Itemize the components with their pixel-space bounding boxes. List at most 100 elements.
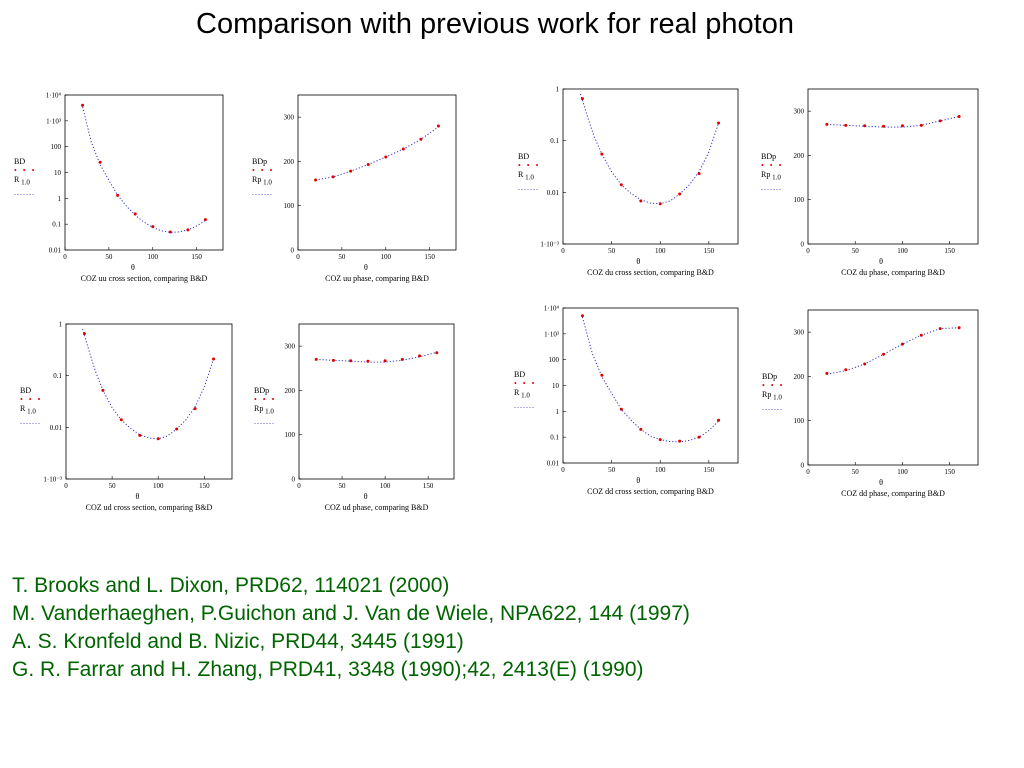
legend-curve-subscript: 1.0 xyxy=(261,178,272,187)
data-point xyxy=(717,418,721,422)
x-axis-label: θ xyxy=(879,257,883,266)
data-point xyxy=(844,368,848,372)
data-point xyxy=(168,230,172,234)
chart-legend: BD • • • R 1.0....... xyxy=(14,157,36,197)
x-tick-label: 150 xyxy=(423,482,434,490)
data-point xyxy=(658,438,662,442)
legend-curve-marker: ....... xyxy=(252,187,273,197)
x-axis-label: θ xyxy=(364,263,368,272)
data-point xyxy=(844,123,848,127)
legend-curve-name: Rp xyxy=(761,170,771,179)
data-point xyxy=(678,192,682,196)
y-tick-label: 0 xyxy=(291,247,295,255)
y-tick-label: 200 xyxy=(285,387,296,395)
data-point xyxy=(133,212,137,216)
legend-points-marker: • • • xyxy=(252,166,275,175)
chart-3: 0 50 100 150 1·10⁻³ 0.01 0.1 1 θ COZ du cross sec… xyxy=(540,86,739,277)
x-tick-label: 150 xyxy=(944,247,955,255)
data-point xyxy=(401,147,405,151)
x-axis-label: θ xyxy=(131,263,135,272)
legend-curve-marker: ....... xyxy=(20,416,41,426)
legend-curve-label: R 1.0 xyxy=(20,404,42,417)
y-tick-label: 100 xyxy=(549,356,560,364)
legend-curve-name: R xyxy=(14,175,20,184)
chart-8: 0 50 100 150 0 100 200 300 θ COZ dd phase, compar… xyxy=(794,309,979,498)
legend-curve-label: R 1.0 xyxy=(514,388,536,401)
legend-points-marker: • • • xyxy=(518,161,541,170)
x-tick-label: 0 xyxy=(64,482,68,490)
plot-frame xyxy=(297,94,457,251)
legend-points-marker: • • • xyxy=(762,381,785,390)
x-axis-label: θ xyxy=(135,492,139,501)
y-tick-label: 0.1 xyxy=(550,434,559,442)
y-tick-label: 1·10³ xyxy=(46,117,61,125)
legend-points-marker: • • • xyxy=(20,395,43,404)
legend-points-label: BD xyxy=(14,157,26,166)
data-point xyxy=(863,124,867,128)
x-tick-label: 100 xyxy=(381,253,392,261)
data-point xyxy=(436,124,440,128)
legend-curve-subscript: 1.0 xyxy=(263,407,274,416)
data-point xyxy=(580,97,584,101)
data-point xyxy=(101,388,105,392)
y-tick-label: 100 xyxy=(794,417,805,425)
curve-series-line xyxy=(315,126,439,181)
chart-legend: BD • • • R 1.0....... xyxy=(20,386,42,426)
data-point xyxy=(697,435,701,439)
chart-2: 0 50 100 150 0 100 200 300 θ COZ uu phase, compar… xyxy=(284,94,457,283)
legend-curve-subscript: 1.0 xyxy=(523,173,534,182)
x-axis-label: θ xyxy=(636,257,640,266)
legend-curve-marker: ....... xyxy=(761,182,782,192)
x-axis-label: θ xyxy=(364,492,368,501)
y-tick-label: 0.01 xyxy=(547,189,560,197)
data-point xyxy=(212,357,216,361)
data-point xyxy=(400,357,404,361)
y-tick-label: 200 xyxy=(794,373,805,381)
data-point xyxy=(366,359,370,363)
x-tick-label: 0 xyxy=(561,247,565,255)
legend-curve-marker: ....... xyxy=(14,187,35,197)
legend-points-label: BD xyxy=(20,386,32,395)
data-point xyxy=(678,439,682,443)
curve-series-line xyxy=(82,328,215,440)
plot-frame xyxy=(562,88,739,245)
data-point xyxy=(639,427,643,431)
y-tick-label: 1 xyxy=(58,195,62,203)
data-point xyxy=(882,352,886,356)
data-point xyxy=(418,354,422,358)
data-point xyxy=(314,357,318,361)
legend-points-label: BD xyxy=(514,370,526,379)
data-point xyxy=(863,362,867,366)
legend-points-label: BDp xyxy=(762,372,778,381)
y-tick-label: 300 xyxy=(794,108,805,116)
data-point xyxy=(900,124,904,128)
data-point xyxy=(331,175,335,179)
legend-curve-name: Rp xyxy=(254,404,264,413)
legend-points-label: BDp xyxy=(761,152,777,161)
curve-series-line xyxy=(82,106,206,233)
y-tick-label: 1·10⁴ xyxy=(46,92,62,100)
reference-item: T. Brooks and L. Dixon, PRD62, 114021 (2… xyxy=(12,574,450,597)
chart-caption: COZ uu phase, comparing B&D xyxy=(325,274,429,283)
x-tick-label: 100 xyxy=(655,466,666,474)
legend-curve-subscript: 1.0 xyxy=(770,173,781,182)
data-point xyxy=(314,178,318,182)
x-tick-label: 50 xyxy=(105,253,113,261)
data-point xyxy=(156,437,160,441)
data-point xyxy=(331,358,335,362)
chart-caption: COZ ud cross section, comparing B&D xyxy=(86,503,213,512)
legend-curve-marker: ....... xyxy=(518,182,539,192)
y-tick-label: 0 xyxy=(292,476,296,484)
legend-points-marker: • • • xyxy=(761,161,784,170)
data-point xyxy=(619,183,623,187)
legend-curve-subscript: 1.0 xyxy=(771,393,782,402)
plot-frame xyxy=(562,307,739,464)
plot-frame xyxy=(64,94,224,251)
legend-curve-label: Rp 1.0 xyxy=(762,390,784,403)
data-point xyxy=(900,342,904,346)
data-point xyxy=(717,121,721,125)
data-point xyxy=(919,333,923,337)
legend-curve-marker: ....... xyxy=(762,402,783,412)
x-tick-label: 50 xyxy=(608,466,616,474)
curve-series-line xyxy=(581,316,719,443)
